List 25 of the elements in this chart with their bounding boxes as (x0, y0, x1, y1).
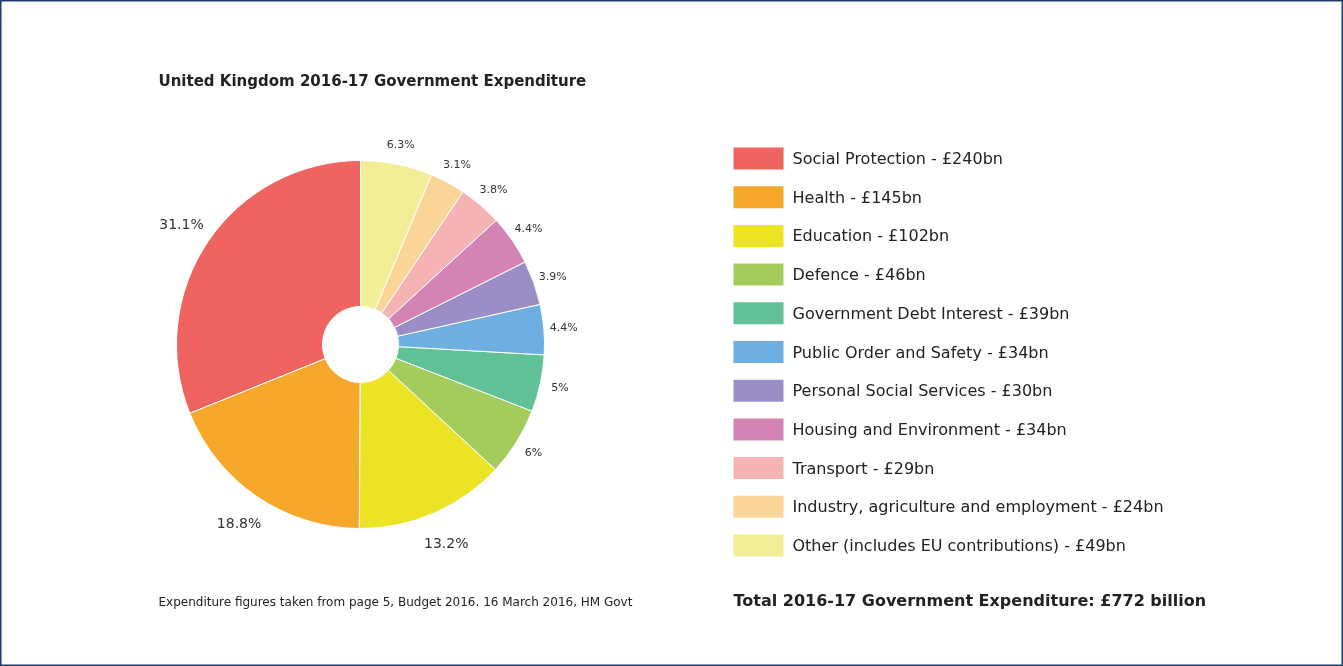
data-label: 3.1% (443, 158, 472, 172)
legend-label: Public Order and Safety - £34bn (792, 342, 1049, 362)
legend-label: Transport - £29bn (791, 458, 935, 478)
legend-label: Defence - £46bn (792, 265, 926, 285)
legend-label: Personal Social Services - £30bn (792, 381, 1053, 401)
legend-label: Industry, agriculture and employment - £24bn (792, 497, 1164, 517)
legend-label: Housing and Environment - £34bn (792, 419, 1067, 439)
data-label: 31.1% (159, 215, 204, 232)
data-label: 3.8% (479, 183, 508, 197)
text: Total 2016-17 Government Expenditure: £772 billion (733, 591, 1207, 610)
legend-label: Other (includes EU contributions) - £49bn (792, 536, 1126, 555)
legend-label: Health - £145bn (792, 187, 922, 207)
legend-label: Government Debt Interest - £39bn (792, 303, 1070, 323)
data-label: 4.4% (549, 321, 578, 335)
data-label: 3.9% (538, 269, 567, 283)
data-label: 18.8% (216, 515, 262, 532)
data-label: 6.3% (386, 137, 415, 151)
data-label: 6% (524, 446, 543, 460)
data-label: 5% (551, 381, 569, 395)
legend-label: Social Protection - £240bn (792, 149, 1003, 168)
chart-title: United Kingdom 2016-17 Government Expenditure (158, 71, 587, 90)
text: Expenditure figures taken from page 5, Budget 2016. 16 March 2016, HM Govt (158, 594, 633, 609)
legend-label: Education - £102bn (792, 226, 950, 246)
data-label: 13.2% (424, 534, 469, 551)
data-label: 4.4% (514, 222, 543, 236)
